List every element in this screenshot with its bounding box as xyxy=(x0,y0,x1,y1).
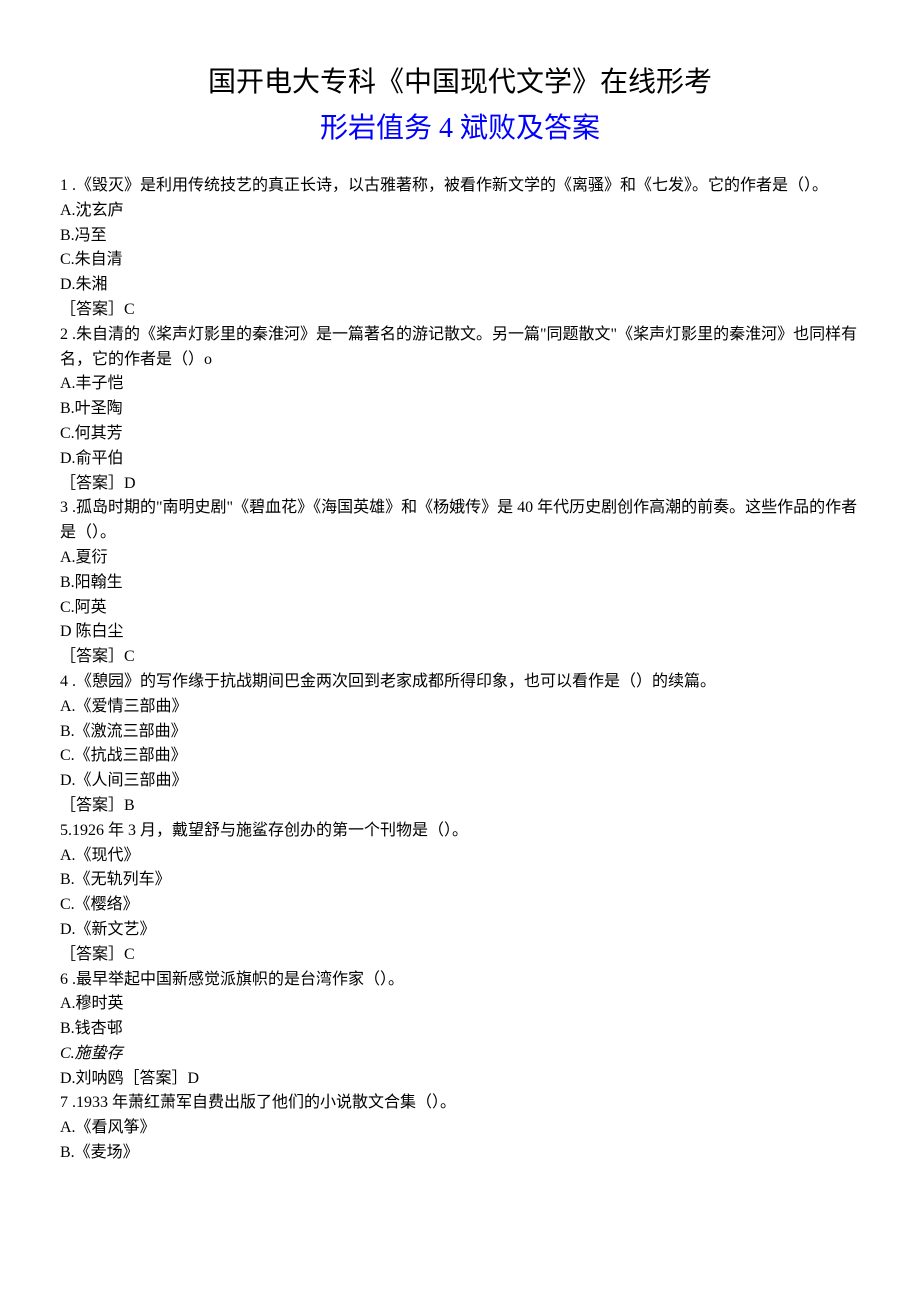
option-b: B.叶圣陶 xyxy=(60,397,860,422)
document-body: 1 .《毁灭》是利用传统技艺的真正长诗，以古雅著称，被看作新文学的《离骚》和《七… xyxy=(60,174,860,1166)
question-stem: 5.1926 年 3 月，戴望舒与施鲨存创办的第一个刊物是（）。 xyxy=(60,819,860,844)
option-b: B.钱杏邨 xyxy=(60,1017,860,1042)
question-stem: 2 .朱自清的《桨声灯影里的秦淮河》是一篇著名的游记散文。另一篇"同题散文"《桨… xyxy=(60,323,860,373)
option-a: A.丰子恺 xyxy=(60,372,860,397)
option-c: C.《抗战三部曲》 xyxy=(60,744,860,769)
answer-line: ［答案］C xyxy=(60,943,860,968)
option-d: D.《人间三部曲》 xyxy=(60,769,860,794)
page-title-line2: 形岩值务 4 斌败及答案 xyxy=(60,106,860,146)
option-c: C.何其芳 xyxy=(60,422,860,447)
question-stem: 1 .《毁灭》是利用传统技艺的真正长诗，以古雅著称，被看作新文学的《离骚》和《七… xyxy=(60,174,860,199)
option-c: C.施蛰存 xyxy=(60,1042,860,1067)
question-stem: 7 .1933 年萧红萧军自费出版了他们的小说散文合集（）。 xyxy=(60,1091,860,1116)
option-c: C.朱自清 xyxy=(60,248,860,273)
option-c: C.《樱络》 xyxy=(60,893,860,918)
option-c: C.阿英 xyxy=(60,596,860,621)
option-a: A.穆时英 xyxy=(60,992,860,1017)
question-stem: 6 .最早举起中国新感觉派旗帜的是台湾作家（）。 xyxy=(60,968,860,993)
option-a: A.夏衍 xyxy=(60,546,860,571)
option-b: B.阳翰生 xyxy=(60,571,860,596)
option-a: A.沈玄庐 xyxy=(60,199,860,224)
question-stem: 3 .孤岛时期的"南明史剧"《碧血花》《海国英雄》和《杨娥传》是 40 年代历史… xyxy=(60,496,860,546)
answer-line: ［答案］C xyxy=(60,645,860,670)
option-b: B.《无轨列车》 xyxy=(60,868,860,893)
option-b: B.《激流三部曲》 xyxy=(60,720,860,745)
option-a: A.《爱情三部曲》 xyxy=(60,695,860,720)
option-d: D.俞平伯 xyxy=(60,447,860,472)
option-a: A.《现代》 xyxy=(60,844,860,869)
option-d: D 陈白尘 xyxy=(60,620,860,645)
option-d: D.朱湘 xyxy=(60,273,860,298)
option-b: B.《麦场》 xyxy=(60,1141,860,1166)
option-a: A.《看风筝》 xyxy=(60,1116,860,1141)
question-stem: 4 .《憩园》的写作缘于抗战期间巴金两次回到老家成都所得印象，也可以看作是（）的… xyxy=(60,670,860,695)
answer-line: ［答案］C xyxy=(60,298,860,323)
option-d-with-answer: D.刘呐鸥［答案］D xyxy=(60,1067,860,1092)
option-d: D.《新文艺》 xyxy=(60,918,860,943)
page-title-line1: 国开电大专科《中国现代文学》在线形考 xyxy=(60,60,860,100)
answer-line: ［答案］B xyxy=(60,794,860,819)
option-b: B.冯至 xyxy=(60,224,860,249)
answer-line: ［答案］D xyxy=(60,472,860,497)
